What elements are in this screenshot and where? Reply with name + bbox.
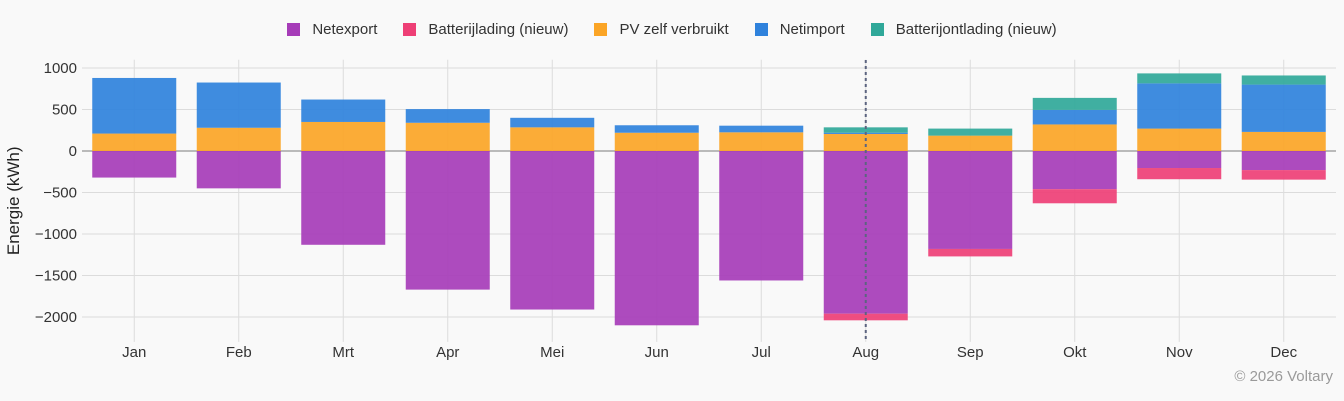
x-tick-label: Apr: [436, 344, 459, 361]
legend-label: Netexport: [312, 20, 378, 38]
y-tick-label: 0: [69, 143, 77, 160]
bar-batterijontlading-nieuw-dec: [1241, 75, 1326, 85]
bar-pv-zelf-verbruikt-jul: [719, 132, 804, 151]
bar-netexport-jul: [719, 151, 804, 281]
x-tick-label: Dec: [1270, 344, 1297, 361]
y-axis-label: Energie (kWh): [4, 146, 23, 255]
bar-netexport-apr: [405, 151, 490, 290]
bar-pv-zelf-verbruikt-dec: [1241, 131, 1326, 151]
x-tick-label: Nov: [1166, 344, 1193, 361]
bar-netexport-mrt: [301, 151, 386, 245]
legend-item[interactable]: Batterijlading (nieuw): [403, 21, 568, 38]
y-tick-label: −1500: [35, 268, 77, 285]
bar-netexport-dec: [1241, 151, 1326, 171]
bar-pv-zelf-verbruikt-jan: [92, 133, 177, 151]
x-tick-label: Okt: [1063, 344, 1087, 361]
x-tick-label: Feb: [226, 344, 252, 361]
bar-pv-zelf-verbruikt-sep: [928, 135, 1013, 151]
bar-netimport-mei: [510, 117, 595, 128]
bar-netimport-feb: [196, 82, 281, 128]
bar-netexport-jan: [92, 151, 177, 178]
bar-batterijlading-nieuw-sep: [928, 248, 1013, 257]
bar-netexport-feb: [196, 151, 281, 189]
bar-netimport-jan: [92, 77, 177, 134]
legend-swatch: [594, 22, 608, 36]
legend-swatch: [287, 22, 301, 36]
legend-item[interactable]: Batterijontlading (nieuw): [870, 20, 1057, 38]
bar-pv-zelf-verbruikt-aug: [823, 133, 908, 151]
legend-label: Batterijontlading (nieuw): [895, 20, 1057, 38]
bar-netimport-jun: [614, 125, 699, 133]
bar-batterijlading-nieuw-aug: [823, 313, 908, 321]
bar-netimport-dec: [1241, 84, 1326, 132]
legend-item[interactable]: Netexport: [287, 21, 377, 38]
legend-label: Netimport: [779, 20, 845, 38]
bar-batterijlading-nieuw-dec: [1241, 170, 1326, 180]
bar-batterijontlading-nieuw-sep: [928, 128, 1013, 136]
legend-label: PV zelf verbruikt: [619, 20, 729, 38]
x-tick-label: Jul: [752, 344, 771, 361]
bar-netimport-okt: [1032, 109, 1117, 125]
x-tick-label: Mei: [540, 344, 564, 361]
copyright-watermark: © 2026 Voltary: [1234, 368, 1333, 385]
x-tick-label: Sep: [957, 344, 984, 361]
bar-netexport-sep: [928, 151, 1013, 249]
bar-pv-zelf-verbruikt-mei: [510, 127, 595, 151]
bar-pv-zelf-verbruikt-nov: [1137, 128, 1222, 151]
y-tick-label: 500: [52, 102, 77, 119]
bar-batterijlading-nieuw-okt: [1032, 189, 1117, 204]
bar-pv-zelf-verbruikt-mrt: [301, 121, 386, 151]
x-tick-label: Jun: [645, 344, 669, 361]
bar-batterijontlading-nieuw-okt: [1032, 97, 1117, 110]
legend-swatch: [403, 22, 417, 36]
legend-item[interactable]: Netimport: [754, 20, 845, 38]
bar-netexport-nov: [1137, 151, 1222, 169]
bar-netexport-aug: [823, 151, 908, 314]
bar-pv-zelf-verbruikt-apr: [405, 122, 490, 151]
y-tick-label: −2000: [35, 309, 77, 326]
legend-label: Batterijlading (nieuw): [428, 20, 569, 38]
bar-netimport-nov: [1137, 83, 1222, 129]
bar-batterijontlading-nieuw-nov: [1137, 73, 1222, 84]
y-tick-label: 1000: [44, 60, 77, 77]
x-tick-label: Mrt: [332, 344, 354, 361]
bar-batterijlading-nieuw-nov: [1137, 168, 1222, 180]
chart-legend: Netexport Batterijlading (nieuw) PV zelf v…: [0, 16, 1344, 42]
legend-swatch: [754, 22, 768, 36]
x-tick-label: Jan: [122, 344, 146, 361]
bar-netimport-jul: [719, 125, 804, 133]
bar-netimport-apr: [405, 109, 490, 123]
bar-netimport-mrt: [301, 99, 386, 122]
bar-netexport-okt: [1032, 151, 1117, 190]
bar-pv-zelf-verbruikt-feb: [196, 127, 281, 151]
bar-batterijontlading-nieuw-aug: [823, 127, 908, 133]
y-tick-label: −500: [43, 185, 77, 202]
x-tick-label: Aug: [852, 344, 879, 361]
y-tick-label: −1000: [35, 226, 77, 243]
bar-netexport-mei: [510, 151, 595, 310]
bar-pv-zelf-verbruikt-okt: [1032, 124, 1117, 151]
legend-swatch: [870, 22, 884, 36]
legend-item[interactable]: PV zelf verbruikt: [594, 20, 729, 38]
bar-netexport-jun: [614, 151, 699, 326]
bar-pv-zelf-verbruikt-jun: [614, 132, 699, 151]
